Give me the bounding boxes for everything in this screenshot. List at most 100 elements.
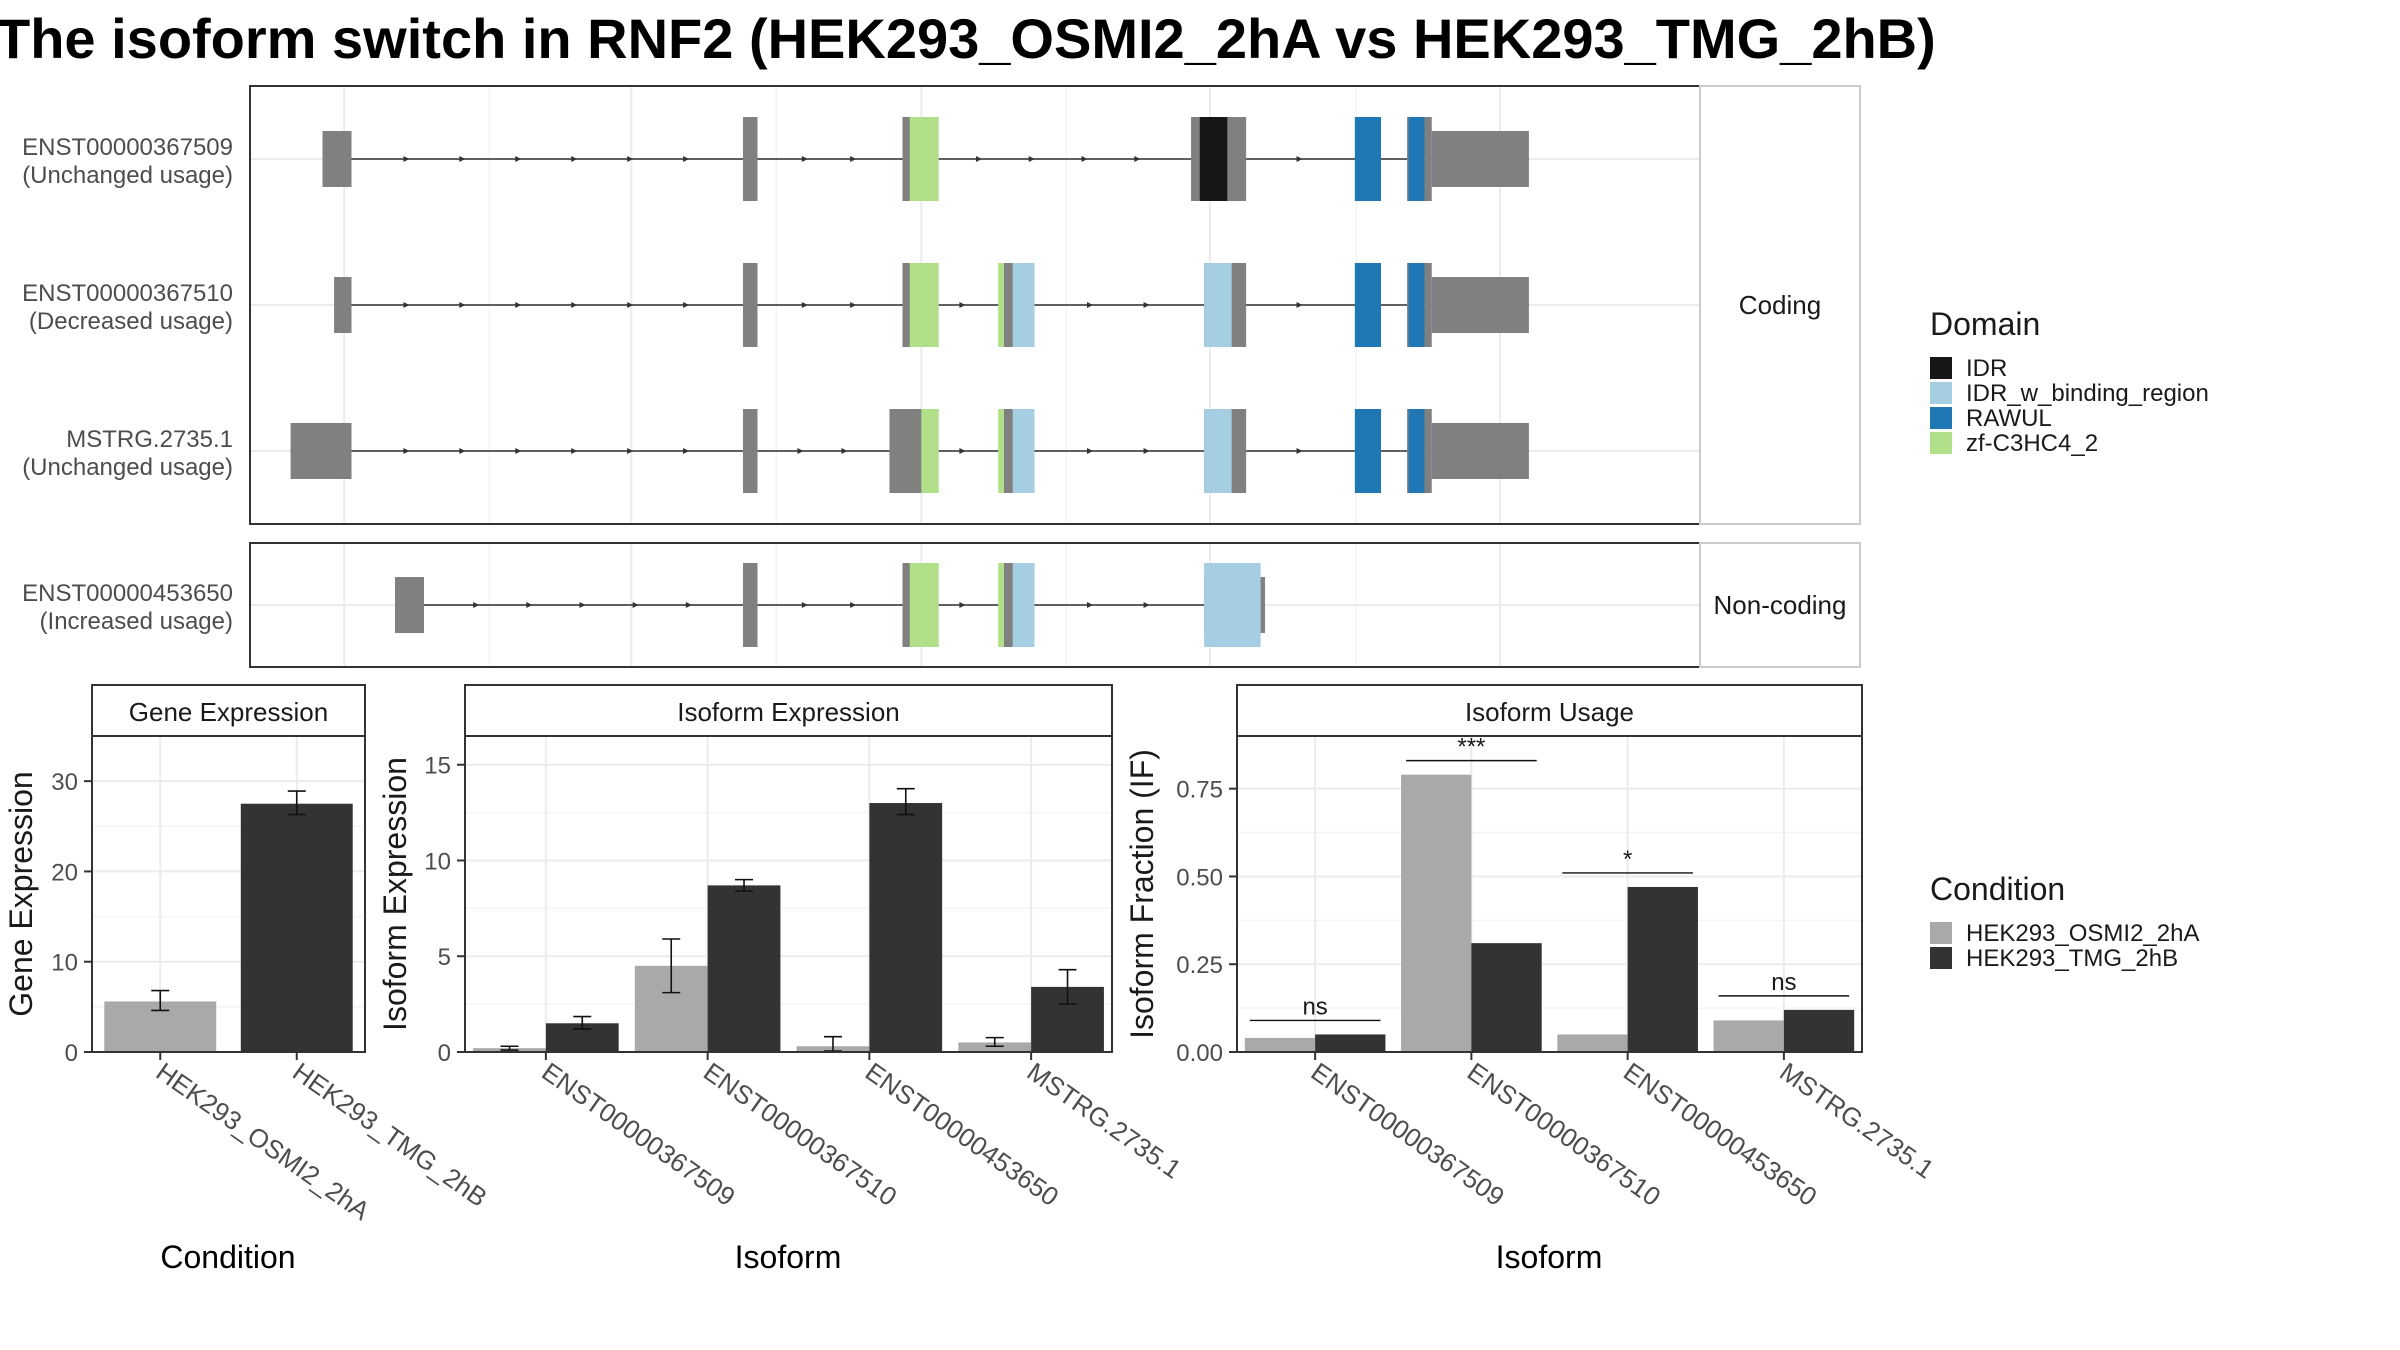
significance-label: *: [1623, 846, 1632, 873]
intron-arrow: [515, 156, 522, 162]
legend-label: RAWUL: [1966, 405, 2052, 432]
y-tick-label: 0.00: [1176, 1040, 1223, 1067]
intron-arrow: [403, 302, 410, 308]
domain-zf-C3HC4_2: [998, 263, 1004, 347]
bar-tmg: [707, 885, 781, 1052]
intron-arrow: [1087, 602, 1093, 608]
transcript-name: ENST00000367509: [22, 134, 233, 161]
legend-label: HEK293_OSMI2_2hA: [1966, 920, 2199, 947]
y-tick-label: 0.75: [1176, 777, 1223, 804]
x-axis-label: Isoform: [1496, 1239, 1603, 1275]
intron-arrow: [403, 448, 410, 454]
domain-RAWUL: [1408, 409, 1425, 493]
y-tick-label: 0: [65, 1040, 78, 1067]
exon: [1431, 277, 1529, 333]
transcript-MSTRG.2735.1: MSTRG.2735.1(Unchanged usage): [22, 409, 1700, 493]
intron-arrow: [850, 302, 857, 308]
y-tick-label: 10: [424, 848, 451, 875]
domain-RAWUL: [1354, 409, 1381, 493]
domain-zf-C3HC4_2: [909, 263, 939, 347]
panel-strip: [464, 684, 1113, 737]
y-tick-label: 20: [51, 859, 78, 886]
y-tick-label: 10: [51, 950, 78, 977]
legend-swatch: [1930, 947, 1952, 969]
exon: [889, 409, 928, 493]
domain-IDR_w_binding_region: [1012, 263, 1035, 347]
transcript-name: ENST00000367510: [22, 280, 233, 307]
intron-arrow: [959, 602, 966, 608]
transcript-usage: (Unchanged usage): [22, 454, 233, 481]
y-tick-label: 0.50: [1176, 864, 1223, 891]
legend-label: HEK293_TMG_2hB: [1966, 945, 2178, 972]
transcript-usage: (Unchanged usage): [22, 162, 233, 189]
significance-label: ns: [1302, 993, 1327, 1020]
bar-tmg: [1627, 886, 1698, 1052]
intron-arrow: [627, 156, 634, 162]
panel-title: Isoform Expression: [677, 697, 900, 727]
transcript-usage: (Increased usage): [40, 608, 233, 635]
intron-arrow: [1134, 156, 1141, 162]
intron-arrow: [1087, 448, 1093, 454]
intron-arrow: [1028, 156, 1035, 162]
domain-zf-C3HC4_2: [921, 409, 939, 493]
exon: [1431, 423, 1529, 479]
exon: [1431, 131, 1529, 187]
y-tick-label: 0: [438, 1040, 451, 1067]
exon: [743, 263, 758, 347]
bar-tmg: [1783, 1009, 1855, 1052]
intron-arrow: [1081, 156, 1088, 162]
exon: [334, 277, 352, 333]
exon: [743, 409, 758, 493]
intron-arrow: [459, 302, 466, 308]
domain-zf-C3HC4_2: [909, 117, 939, 201]
legend-label: IDR_w_binding_region: [1966, 380, 2209, 407]
intron-arrow: [1143, 448, 1150, 454]
significance-label: ns: [1771, 969, 1796, 996]
intron-arrow: [959, 302, 966, 308]
intron-arrow: [801, 302, 808, 308]
x-tick-label: MSTRG.2735.1: [1774, 1056, 1939, 1184]
facet-coding: ENST00000367509(Unchanged usage)ENST0000…: [22, 85, 1861, 525]
intron-arrow: [975, 156, 982, 162]
intron-arrow: [515, 302, 522, 308]
intron-arrow: [571, 302, 578, 308]
intron-arrow: [459, 448, 466, 454]
facet-non-coding: ENST00000453650(Increased usage) Non-codi…: [22, 542, 1861, 668]
intron-arrow: [683, 448, 690, 454]
bar-osmi2: [1244, 1037, 1316, 1052]
domain-RAWUL: [1354, 117, 1381, 201]
y-tick-label: 30: [51, 769, 78, 796]
gene-structure-panels: ENST00000367509(Unchanged usage)ENST0000…: [22, 85, 1861, 668]
legend-title: Condition: [1930, 871, 2065, 907]
domain-zf-C3HC4_2: [998, 563, 1004, 647]
significance-label: ***: [1457, 734, 1485, 761]
domain-zf-C3HC4_2: [998, 409, 1004, 493]
transcript-name: ENST00000453650: [22, 580, 233, 607]
panel-title: Gene Expression: [129, 697, 328, 727]
exon: [290, 423, 352, 479]
domain-IDR_w_binding_region: [1012, 563, 1035, 647]
bar-osmi2: [1401, 774, 1472, 1052]
intron-arrow: [627, 302, 634, 308]
y-tick-label: 5: [438, 944, 451, 971]
intron-arrow: [1143, 302, 1150, 308]
intron-arrow: [959, 448, 966, 454]
intron-arrow: [571, 448, 578, 454]
x-tick-label: MSTRG.2735.1: [1022, 1056, 1187, 1184]
y-axis-label: Isoform Expression: [377, 757, 413, 1031]
intron-arrow: [627, 448, 634, 454]
intron-arrow: [403, 156, 410, 162]
x-axis-label: Isoform: [735, 1239, 842, 1275]
intron-arrow: [515, 448, 522, 454]
intron-arrow: [850, 156, 857, 162]
bar-osmi2: [1713, 1020, 1784, 1052]
intron-arrow: [632, 602, 639, 608]
intron-arrow: [1143, 602, 1150, 608]
intron-arrow: [1296, 448, 1303, 454]
legend-title: Domain: [1930, 306, 2040, 342]
domain-IDR_w_binding_region: [1204, 409, 1232, 493]
legend-label: zf-C3HC4_2: [1966, 430, 2098, 457]
